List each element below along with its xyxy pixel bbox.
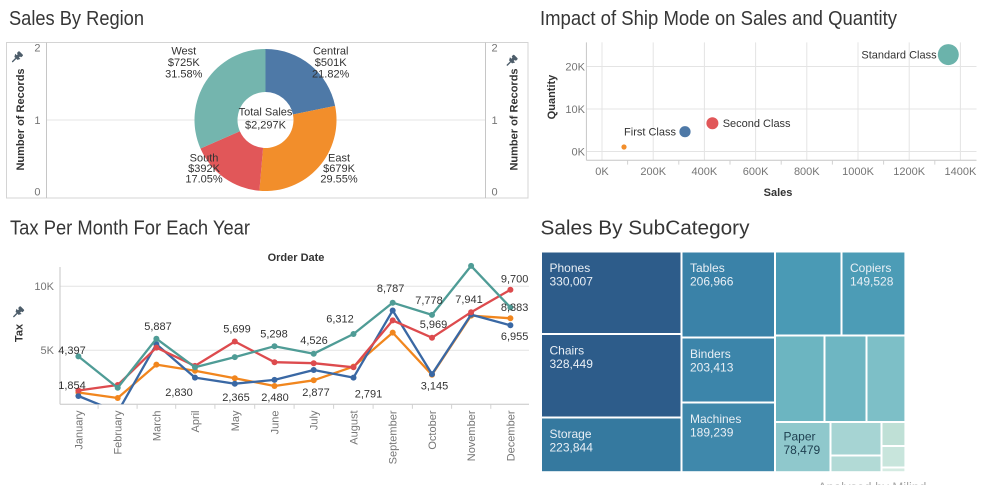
svg-text:Sales: Sales (764, 187, 793, 199)
svg-text:206,966: 206,966 (690, 275, 734, 289)
svg-text:1: 1 (492, 115, 498, 127)
svg-text:328,449: 328,449 (550, 357, 594, 371)
svg-text:6,312: 6,312 (326, 314, 354, 326)
svg-text:2: 2 (492, 43, 498, 55)
svg-text:Tax: Tax (14, 323, 26, 342)
svg-text:August: August (349, 411, 361, 445)
svg-text:0: 0 (492, 187, 498, 199)
svg-text:600K: 600K (743, 166, 769, 178)
svg-text:1400K: 1400K (944, 166, 976, 178)
svg-text:1200K: 1200K (893, 166, 925, 178)
svg-text:$392K: $392K (188, 163, 220, 175)
svg-text:April: April (190, 411, 202, 433)
svg-text:21.82%: 21.82% (312, 69, 350, 81)
svg-text:3,145: 3,145 (421, 381, 449, 393)
svg-text:South: South (190, 152, 219, 164)
svg-text:5K: 5K (41, 345, 55, 357)
svg-text:5,699: 5,699 (223, 324, 251, 336)
svg-text:2,830: 2,830 (165, 387, 193, 399)
svg-text:Binders: Binders (690, 347, 731, 361)
svg-text:Phones: Phones (550, 261, 591, 275)
svg-text:400K: 400K (692, 166, 718, 178)
svg-text:Chairs: Chairs (550, 344, 585, 358)
svg-text:February: February (113, 410, 125, 455)
svg-text:2,365: 2,365 (222, 392, 250, 404)
svg-text:East: East (328, 152, 350, 164)
svg-text:Storage: Storage (550, 427, 592, 441)
svg-text:8,787: 8,787 (377, 283, 405, 295)
svg-text:9,700: 9,700 (501, 273, 529, 285)
svg-text:November: November (466, 410, 478, 461)
svg-text:29.55%: 29.55% (320, 173, 358, 185)
svg-text:Sales By Region: Sales By Region (9, 8, 144, 30)
svg-text:January: January (73, 410, 85, 450)
svg-text:Total Sales: Total Sales (239, 107, 293, 119)
svg-text:20K: 20K (565, 62, 585, 74)
svg-text:$679K: $679K (323, 163, 355, 175)
svg-text:March: March (151, 411, 163, 442)
svg-text:2,480: 2,480 (261, 392, 289, 404)
svg-text:West: West (171, 46, 196, 58)
svg-text:Sales By SubCategory: Sales By SubCategory (541, 217, 750, 239)
svg-text:Analysed by Milind: Analysed by Milind (818, 480, 926, 486)
svg-text:8,383: 8,383 (501, 302, 529, 314)
svg-text:17.05%: 17.05% (185, 173, 223, 185)
svg-text:1,854: 1,854 (58, 380, 86, 392)
svg-text:223,844: 223,844 (550, 441, 594, 455)
svg-text:1000K: 1000K (842, 166, 874, 178)
svg-text:Tables: Tables (690, 261, 725, 275)
svg-text:7,941: 7,941 (455, 294, 483, 306)
svg-text:149,528: 149,528 (850, 275, 894, 289)
svg-text:July: July (309, 410, 321, 430)
svg-text:December: December (505, 410, 517, 461)
svg-text:5,298: 5,298 (260, 329, 288, 341)
svg-text:7,778: 7,778 (415, 295, 443, 307)
svg-text:189,239: 189,239 (690, 426, 734, 440)
svg-text:Central: Central (313, 46, 348, 58)
svg-text:May: May (230, 410, 242, 431)
svg-text:$501K: $501K (315, 57, 347, 69)
svg-text:203,413: 203,413 (690, 361, 734, 375)
svg-text:5,887: 5,887 (144, 321, 172, 333)
svg-text:330,007: 330,007 (550, 275, 594, 289)
svg-text:Order Date: Order Date (268, 252, 325, 264)
svg-text:$725K: $725K (168, 57, 200, 69)
svg-text:First Class: First Class (624, 127, 676, 139)
svg-text:2,791: 2,791 (355, 389, 383, 401)
svg-text:6,955: 6,955 (501, 331, 529, 343)
svg-text:4,526: 4,526 (300, 335, 328, 347)
svg-text:1: 1 (34, 115, 40, 127)
svg-text:Quantity: Quantity (546, 74, 558, 119)
svg-text:800K: 800K (794, 166, 820, 178)
svg-text:$2,297K: $2,297K (245, 119, 287, 131)
svg-text:0K: 0K (595, 166, 609, 178)
svg-text:200K: 200K (640, 166, 666, 178)
svg-text:June: June (270, 411, 282, 435)
svg-text:Copiers: Copiers (850, 261, 891, 275)
svg-text:4,397: 4,397 (58, 345, 86, 357)
svg-text:Machines: Machines (690, 412, 741, 426)
svg-text:Second Class: Second Class (723, 118, 791, 130)
svg-text:September: September (388, 410, 400, 464)
svg-text:10K: 10K (565, 104, 585, 116)
svg-text:October: October (427, 410, 439, 449)
svg-text:Impact of Ship Mode on Sales a: Impact of Ship Mode on Sales and Quantit… (540, 8, 897, 30)
svg-text:Paper: Paper (784, 429, 816, 443)
svg-text:Number of Records: Number of Records (15, 68, 27, 170)
svg-text:5,969: 5,969 (420, 319, 448, 331)
svg-text:0K: 0K (572, 147, 586, 159)
svg-text:31.58%: 31.58% (165, 69, 203, 81)
svg-text:78,479: 78,479 (784, 443, 821, 457)
svg-text:Number of Records: Number of Records (509, 68, 521, 170)
svg-text:10K: 10K (34, 281, 54, 293)
svg-text:Standard Class: Standard Class (861, 50, 937, 62)
svg-text:Tax Per Month For Each Year: Tax Per Month For Each Year (10, 218, 250, 240)
svg-text:2: 2 (34, 43, 40, 55)
svg-text:0: 0 (34, 187, 40, 199)
svg-text:2,877: 2,877 (302, 387, 330, 399)
